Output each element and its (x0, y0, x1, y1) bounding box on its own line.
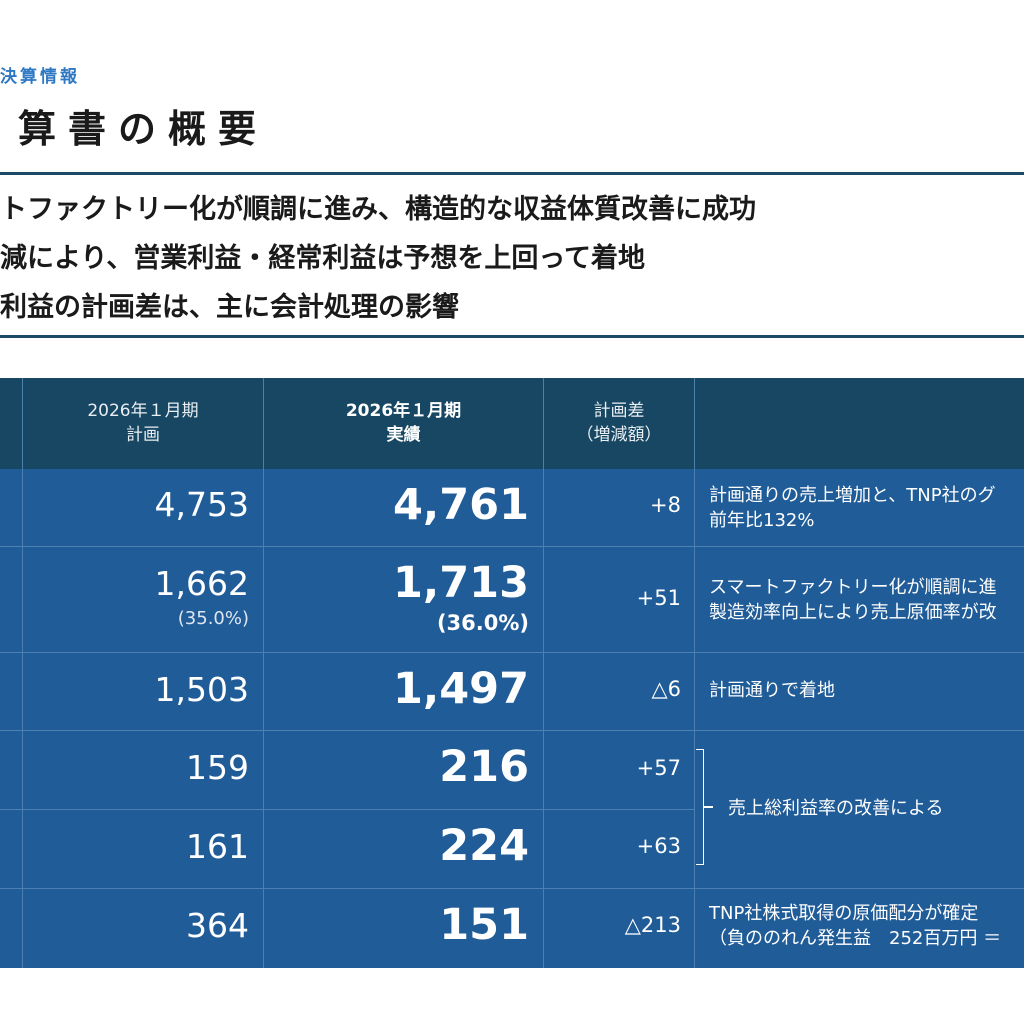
plan-value: 1,503 (154, 670, 249, 709)
bracket-icon (696, 749, 704, 865)
row-divider (0, 888, 1024, 889)
header-plan: 2026年１月期 計画 (87, 401, 199, 445)
actual-ratio: (36.0%) (436, 611, 529, 635)
bracket-tick (704, 806, 713, 808)
summary-box: トファクトリー化が順調に進み、構造的な収益体質改善に成功 減により、営業利益・経… (0, 172, 1024, 338)
header-diff: 計画差 （増減額） (576, 401, 662, 445)
diff-value: +57 (636, 756, 681, 780)
column-divider (543, 378, 544, 968)
column-divider (263, 378, 264, 968)
summary-line-1: トファクトリー化が順調に進み、構造的な収益体質改善に成功 (0, 194, 756, 225)
plan-value: 161 (186, 827, 249, 866)
row-divider (0, 652, 1024, 653)
row-divider (0, 546, 1024, 547)
results-table: 2026年１月期 計画 2026年１月期 実績 計画差 （増減額） 4,753 … (0, 378, 1024, 968)
actual-value: 216 (439, 742, 529, 792)
column-divider (22, 378, 23, 968)
summary-line-3: 利益の計画差は、主に会計処理の影響 (0, 292, 459, 323)
plan-value: 364 (186, 906, 249, 945)
page-title: 算書の概要 (18, 107, 269, 151)
diff-value: △6 (651, 677, 681, 701)
actual-value: 224 (439, 821, 529, 871)
plan-value: 159 (186, 748, 249, 787)
plan-value: 1,662 (154, 564, 249, 603)
column-divider (694, 378, 695, 968)
table-header (0, 378, 1024, 469)
header-actual: 2026年１月期 実績 (345, 401, 462, 445)
actual-value: 4,761 (392, 480, 529, 530)
plan-value: 4,753 (154, 485, 249, 524)
row-note: 計画通りの売上増加と、TNP社のグ 前年比132% (709, 485, 996, 531)
grouped-note: 売上総利益率の改善による (728, 798, 944, 819)
row-divider (0, 730, 1024, 731)
plan-ratio: (35.0%) (177, 608, 249, 629)
row-note: スマートファクトリー化が順調に進 製造効率向上により売上原価率が改 (709, 577, 997, 623)
row-note: TNP社株式取得の原価配分が確定 （負ののれん発生益 252百万円 ＝ (709, 903, 1002, 949)
diff-value: +51 (636, 586, 681, 610)
row-divider (0, 809, 694, 810)
diff-value: △213 (624, 913, 681, 937)
diff-value: +8 (650, 493, 681, 517)
actual-value: 151 (439, 900, 529, 950)
row-note: 計画通りで着地 (709, 680, 835, 701)
section-label: 決算情報 (0, 67, 80, 87)
summary-line-2: 減により、営業利益・経常利益は予想を上回って着地 (0, 243, 646, 274)
diff-value: +63 (636, 834, 681, 858)
actual-value: 1,713 (392, 558, 529, 608)
actual-value: 1,497 (392, 664, 529, 714)
